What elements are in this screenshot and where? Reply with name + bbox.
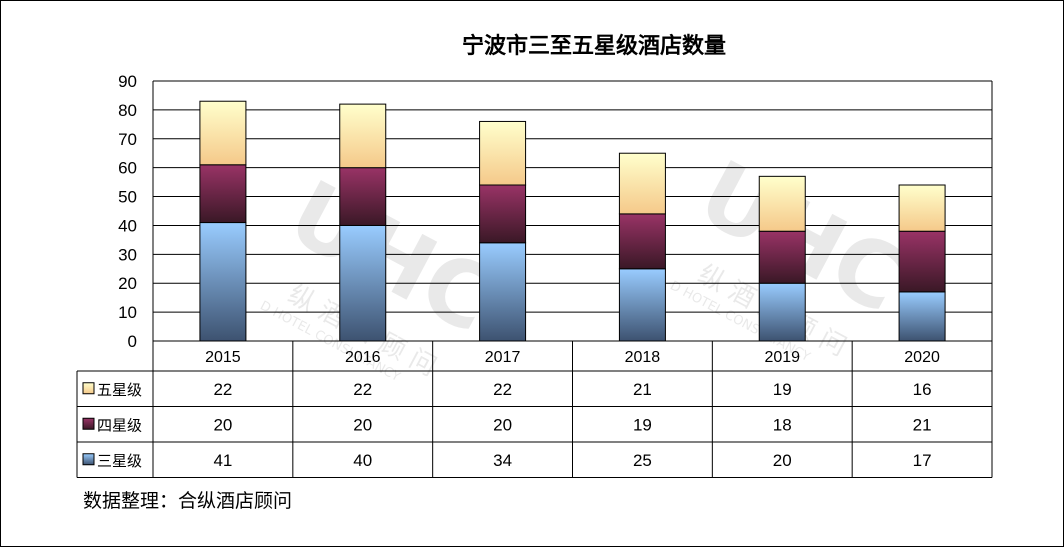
- table-cell-value: 21: [913, 415, 932, 434]
- legend-swatch-2: [82, 382, 95, 395]
- table-cell-value: 22: [213, 380, 232, 399]
- y-tick-label: 50: [118, 188, 137, 207]
- legend-label-1: 四星级: [97, 416, 142, 434]
- table-cell-value: 16: [913, 380, 932, 399]
- y-tick-label: 60: [118, 159, 137, 178]
- table-cell-value: 21: [633, 380, 652, 399]
- table-cell-value: 41: [213, 451, 232, 470]
- legend-label-0: 三星级: [97, 452, 142, 470]
- y-tick-label: 70: [118, 130, 137, 149]
- legend-swatch-1: [82, 417, 95, 430]
- table-cell-value: 19: [633, 415, 652, 434]
- bar-2019-series-2: [758, 175, 806, 232]
- table-cell-value: 34: [493, 451, 512, 470]
- table-cell-value: 20: [213, 415, 232, 434]
- y-tick-label: 30: [118, 245, 137, 264]
- bar-2016-series-0: [339, 224, 387, 342]
- bar-2018-series-0: [618, 268, 666, 342]
- x-category-label: 2019: [764, 349, 800, 366]
- legend-label-2: 五星级: [97, 381, 142, 399]
- bar-2019-series-1: [758, 230, 806, 284]
- y-axis: 0 10 20 30 40 50 60 70 80 90: [118, 72, 993, 351]
- y-tick-label: 20: [118, 274, 137, 293]
- bar-2018-series-1: [618, 213, 666, 270]
- bar-2016-series-1: [339, 167, 387, 226]
- bar-2015-series-2: [199, 100, 247, 166]
- table-cell-value: 22: [493, 380, 512, 399]
- bar-2017-series-0: [479, 242, 527, 342]
- table-cell-value: 18: [773, 415, 792, 434]
- y-tick-label: 0: [128, 332, 137, 351]
- bars: [199, 100, 946, 342]
- table-cell-value: 20: [773, 451, 792, 470]
- table-cell-value: 40: [353, 451, 372, 470]
- x-category-label: 2018: [625, 349, 661, 366]
- bar-2020-series-1: [898, 230, 946, 293]
- bar-2015-series-0: [199, 222, 247, 342]
- bar-2018-series-2: [618, 152, 666, 215]
- bar-2015-series-1: [199, 164, 247, 224]
- y-tick-label: 10: [118, 303, 137, 322]
- table-cell-value: 19: [773, 380, 792, 399]
- source-note: 数据整理：合纵酒店顾问: [83, 490, 292, 512]
- y-tick-label: 80: [118, 101, 137, 120]
- bar-2017-series-2: [479, 120, 527, 186]
- x-category-label: 2016: [345, 349, 381, 366]
- table-cell-value: 17: [913, 451, 932, 470]
- bar-2020-series-2: [898, 184, 946, 232]
- x-category-label: 2015: [205, 349, 241, 366]
- table-cell-value: 22: [353, 380, 372, 399]
- bar-2019-series-0: [758, 282, 806, 342]
- bar-2016-series-2: [339, 103, 387, 169]
- bar-2017-series-1: [479, 184, 527, 244]
- bar-2020-series-0: [898, 291, 946, 342]
- table-cell-value: 20: [493, 415, 512, 434]
- legend-swatch-0: [82, 453, 95, 466]
- y-tick-label: 40: [118, 216, 137, 235]
- table-cell-value: 25: [633, 451, 652, 470]
- x-category-label: 2017: [485, 349, 521, 366]
- chart-title: 宁波市三至五星级酒店数量: [462, 33, 726, 59]
- y-tick-label: 90: [118, 72, 137, 91]
- table-cell-value: 20: [353, 415, 372, 434]
- x-category-label: 2020: [904, 349, 940, 366]
